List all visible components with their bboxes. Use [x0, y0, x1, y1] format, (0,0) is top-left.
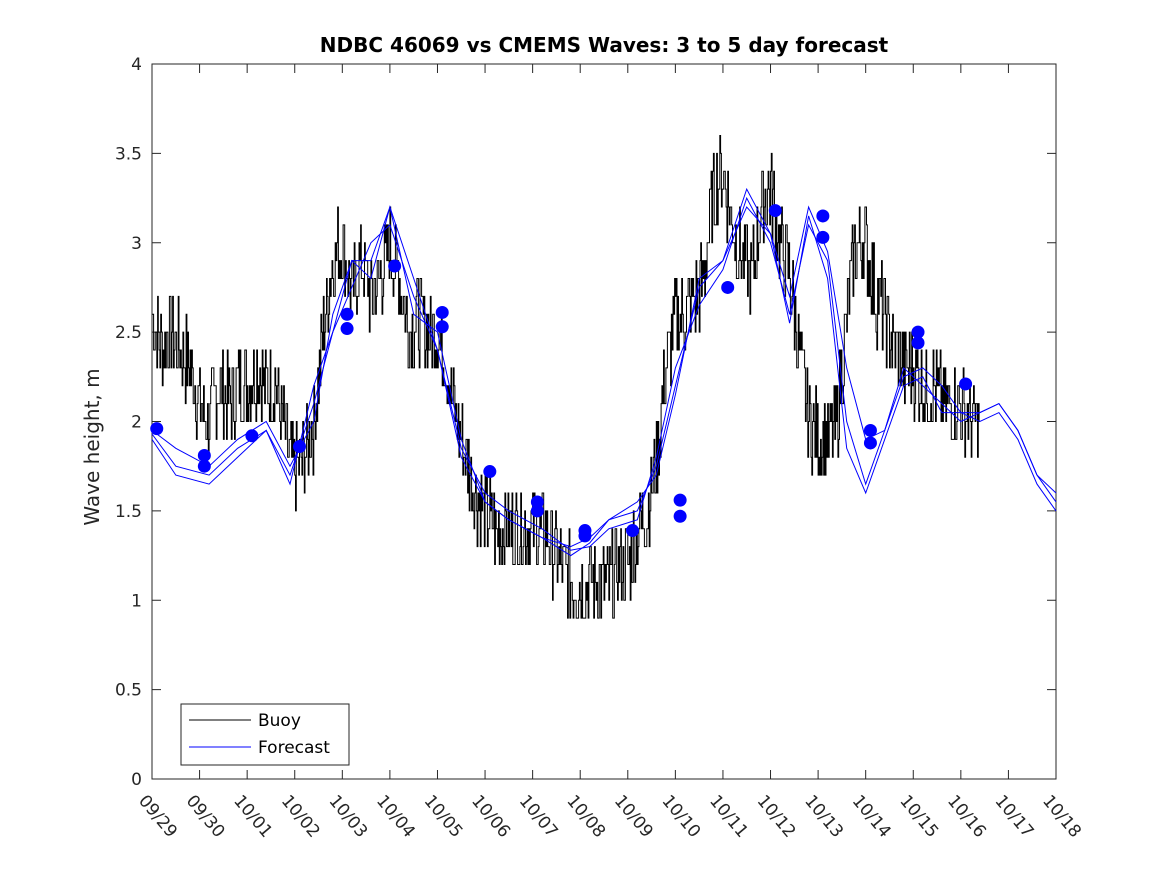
y-tick-label: 0.5	[115, 681, 142, 701]
forecast-point	[816, 230, 830, 244]
forecast-point	[578, 529, 592, 543]
buoy-series-line	[152, 135, 980, 619]
forecast-point	[530, 495, 544, 509]
forecast-point	[626, 524, 640, 538]
forecast-point	[483, 465, 497, 479]
y-tick-label: 3	[131, 234, 142, 254]
forecast-point	[245, 429, 259, 443]
forecast-point	[435, 320, 449, 334]
y-axis-label: Wave height, m	[80, 368, 104, 525]
forecast-point	[673, 493, 687, 507]
legend-forecast-label: Forecast	[258, 738, 330, 758]
forecast-point	[816, 209, 830, 223]
legend: Buoy Forecast	[180, 703, 350, 766]
forecast-point	[959, 377, 973, 391]
forecast-series-line	[151, 187, 1057, 557]
forecast-point	[388, 259, 402, 273]
forecast-point	[197, 459, 211, 473]
forecast-point	[768, 204, 782, 218]
legend-buoy-label: Buoy	[258, 711, 301, 731]
chart-title: NDBC 46069 vs CMEMS Waves: 3 to 5 day fo…	[320, 33, 889, 57]
y-tick-label: 2	[131, 413, 142, 433]
y-tick-label: 2.5	[115, 323, 142, 343]
forecast-point	[530, 504, 544, 518]
forecast-point	[340, 307, 354, 321]
forecast-point	[911, 336, 925, 350]
forecast-point	[150, 422, 164, 436]
forecast-point	[197, 448, 211, 462]
forecast-point	[863, 423, 877, 437]
y-tick-label: 1.5	[115, 502, 142, 522]
forecast-point	[673, 509, 687, 523]
y-tick-label: 1	[131, 591, 142, 611]
y-tick-label: 0	[131, 770, 142, 790]
y-tick-label: 3.5	[115, 144, 142, 164]
forecast-point	[340, 322, 354, 336]
forecast-point	[292, 440, 306, 454]
legend-box	[180, 703, 350, 766]
y-tick-label: 4	[131, 55, 142, 75]
forecast-point	[911, 325, 925, 339]
y-axis-ticks: 0 0.5 1 1.5 2 2.5 3 3.5 4	[115, 55, 1056, 790]
forecast-point	[435, 305, 449, 319]
series-layer	[150, 135, 1057, 619]
forecast-point	[721, 280, 735, 294]
forecast-point	[863, 436, 877, 450]
